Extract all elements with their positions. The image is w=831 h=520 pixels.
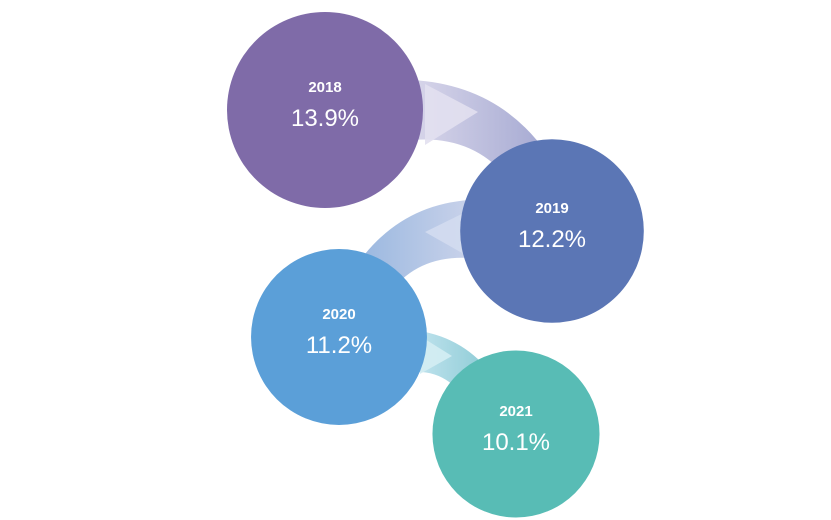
year-label-2019: 2019 <box>535 200 568 217</box>
value-label-2019: 12.2% <box>518 226 586 253</box>
bubble-2018: 2018 13.9% <box>227 12 423 208</box>
bubble-circle-2018 <box>227 12 423 208</box>
value-label-2018: 13.9% <box>291 105 359 132</box>
year-label-2018: 2018 <box>308 79 341 96</box>
value-label-2020: 11.2% <box>306 332 372 359</box>
bubble-2020: 2020 11.2% <box>251 249 427 425</box>
value-label-2021: 10.1% <box>482 429 550 456</box>
bubble-2019: 2019 12.2% <box>460 139 644 323</box>
bubble-circle-2020 <box>251 249 427 425</box>
bubble-2021: 2021 10.1% <box>432 350 600 518</box>
year-label-2020: 2020 <box>322 306 355 323</box>
year-label-2021: 2021 <box>499 403 532 420</box>
bubble-circle-2021 <box>432 350 600 518</box>
bubble-circle-2019 <box>460 139 644 323</box>
